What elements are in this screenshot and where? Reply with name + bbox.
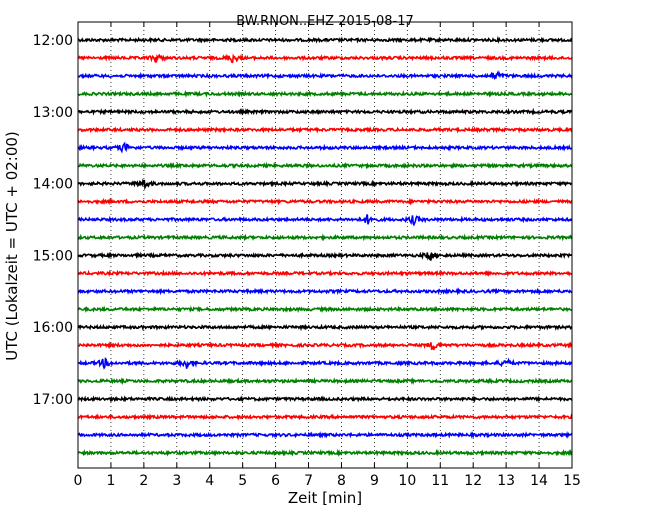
trace-1400: [77, 178, 573, 191]
x-tick-label: 10: [398, 473, 416, 489]
y-tick-label: 14:00: [33, 177, 73, 193]
x-tick-label: 11: [431, 473, 449, 489]
x-tick-label: 6: [271, 473, 280, 489]
trace-1615: [77, 341, 573, 351]
x-tick-label: 0: [74, 473, 83, 489]
trace-1230: [77, 69, 573, 81]
x-tick-label: 2: [139, 473, 148, 489]
trace-1315: [77, 126, 573, 134]
trace-1500: [77, 251, 573, 261]
x-tick-label: 12: [464, 473, 482, 489]
seismic-traces: [77, 35, 573, 457]
trace-1445: [77, 233, 573, 242]
x-tick-label: 8: [337, 473, 346, 489]
x-tick-label: 9: [370, 473, 379, 489]
trace-1600: [77, 323, 573, 332]
x-tick-label: 4: [205, 473, 214, 489]
trace-1630: [77, 357, 573, 370]
trace-1745: [77, 448, 573, 457]
x-tick-label: 14: [530, 473, 548, 489]
y-tick-label: 17:00: [33, 392, 73, 408]
y-axis-ticks: 12:00 13:00 14:00 15:00 16:00 17:00: [33, 33, 572, 408]
x-tick-label: 3: [172, 473, 181, 489]
trace-1645: [77, 376, 573, 386]
trace-1330: [77, 141, 573, 154]
trace-1430: [77, 214, 573, 227]
y-tick-label: 15:00: [33, 248, 73, 264]
trace-1200: [77, 35, 573, 44]
trace-1730: [77, 430, 573, 439]
trace-1300: [77, 107, 573, 116]
trace-1530: [77, 287, 573, 296]
trace-1345: [77, 161, 573, 170]
trace-1700: [77, 395, 573, 403]
x-tick-label: 5: [238, 473, 247, 489]
trace-1715: [77, 413, 573, 421]
trace-1515: [77, 269, 573, 278]
x-axis-ticks: 0 1 2 3 4 5 6 7 8 9 10 11 12 13 14 15: [74, 22, 581, 489]
trace-1245: [77, 89, 573, 98]
x-tick-label: 13: [497, 473, 515, 489]
trace-1415: [77, 197, 573, 206]
y-axis-label: UTC (Lokalzeit = UTC + 02:00): [3, 131, 21, 361]
y-tick-label: 13:00: [33, 105, 73, 121]
plot-frame: [77, 21, 573, 469]
trace-1545: [77, 305, 573, 314]
x-axis-label: Zeit [min]: [288, 489, 362, 507]
y-tick-label: 12:00: [33, 33, 73, 49]
x-tick-label: 7: [304, 473, 313, 489]
y-tick-label: 16:00: [33, 320, 73, 336]
x-tick-label: 1: [106, 473, 115, 489]
trace-1215: [78, 53, 573, 64]
x-tick-label: 15: [563, 473, 581, 489]
